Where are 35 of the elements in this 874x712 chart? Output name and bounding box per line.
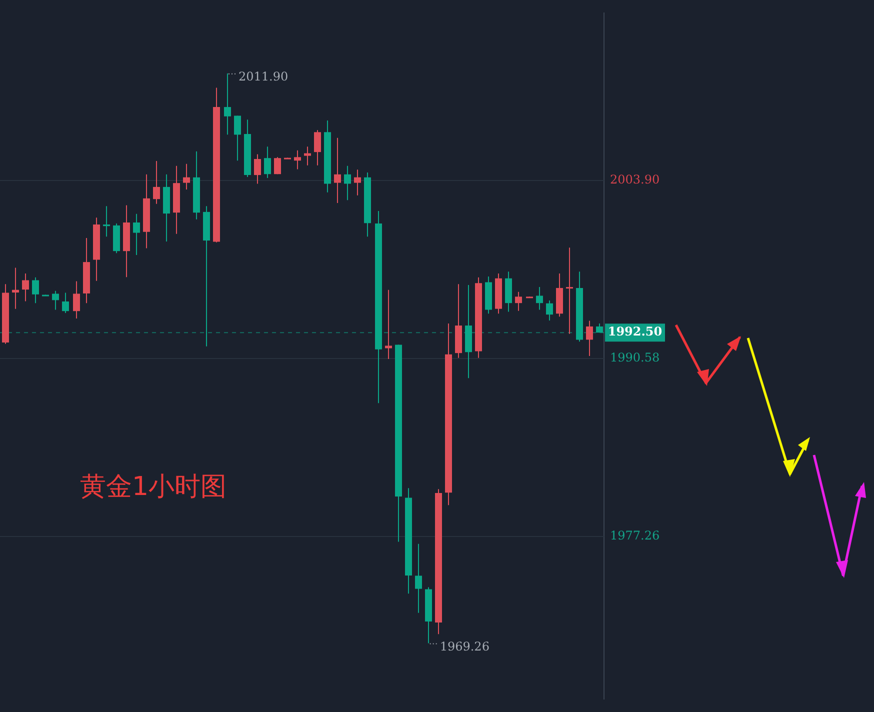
candlestick [234,115,241,162]
candlestick [294,150,301,170]
candlestick [32,276,39,304]
candlestick [586,320,593,356]
candlestick [62,292,69,314]
candlestick [354,169,361,196]
candlestick [183,163,190,190]
y-tick-label: 1990.58 [610,350,660,364]
candlestick [264,146,271,178]
annotation: 黄金1小时图 [80,472,227,502]
annotation: 1969.26 [440,639,490,654]
annotation: 2011.90 [238,69,288,84]
candlestick [133,213,140,256]
candlestick [566,247,573,334]
candlestick [274,156,281,175]
candlestick [314,130,321,166]
candlestick [153,160,160,204]
y-tick-label: 2003.90 [610,172,660,186]
candlestick [254,154,261,184]
candlestick [52,290,59,310]
candlestick [385,289,392,360]
candlestick [546,300,553,321]
candlestick [224,72,231,136]
candlestick [334,137,341,204]
candlestick [304,146,311,166]
candlestick [103,206,110,238]
y-tick-label: 1977.26 [610,528,660,542]
candlestick [73,280,80,319]
candlestick [515,291,522,312]
candlestick [344,165,351,201]
candlestick [22,273,29,302]
ref-line-label: 1992.50 [608,324,662,339]
candlestick [12,267,19,310]
candlestick [536,286,543,310]
candlestick [415,543,422,614]
